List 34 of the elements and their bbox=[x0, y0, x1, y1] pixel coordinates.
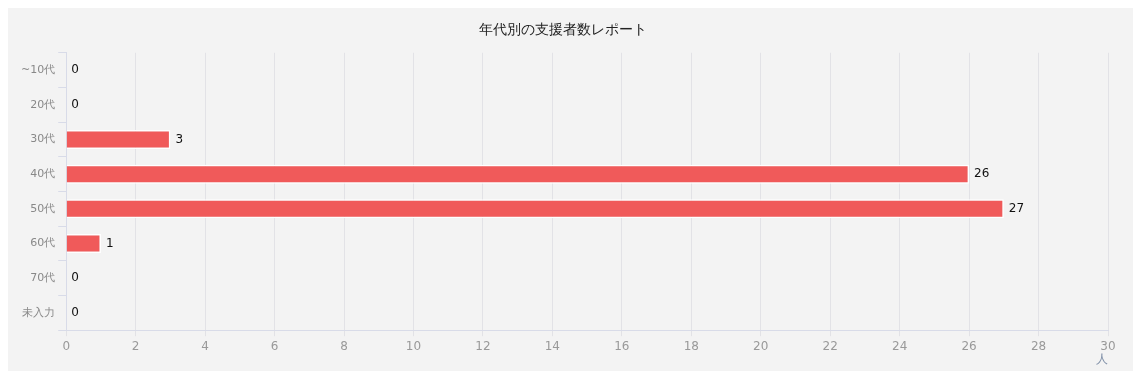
y-tick-label: 60代 bbox=[30, 236, 56, 250]
x-tick-label: 10 bbox=[405, 338, 422, 353]
x-tick-label: 12 bbox=[475, 338, 491, 353]
y-tick-label: 50代 bbox=[30, 201, 56, 215]
x-tick-label: 4 bbox=[201, 338, 209, 353]
data-label: 0 bbox=[71, 96, 79, 111]
y-tick-label: 未入力 bbox=[22, 305, 56, 319]
x-tick-label: 26 bbox=[961, 338, 977, 353]
y-tick-label: 40代 bbox=[30, 167, 56, 181]
chart-title: 年代別の支援者数レポート bbox=[479, 21, 647, 38]
data-label: 1 bbox=[105, 235, 114, 250]
x-tick-label: 14 bbox=[544, 338, 561, 353]
x-tick-label: 24 bbox=[892, 338, 908, 353]
x-tick-label: 22 bbox=[822, 338, 838, 353]
y-tick-label: ~10代 bbox=[21, 63, 56, 76]
x-tick-label: 8 bbox=[340, 338, 348, 353]
x-tick-label: 2 bbox=[131, 338, 140, 353]
x-tick-label: 28 bbox=[1030, 338, 1047, 353]
x-tick-label: 16 bbox=[614, 338, 630, 353]
x-tick-label: 18 bbox=[683, 338, 699, 353]
data-label: 0 bbox=[71, 270, 79, 285]
data-label: 26 bbox=[974, 166, 990, 181]
y-tick-label: 70代 bbox=[30, 271, 56, 285]
x-tick-label: 30 bbox=[1100, 338, 1116, 353]
y-tick-label: 30代 bbox=[30, 132, 56, 146]
x-axis-title: 人 bbox=[1096, 351, 1108, 366]
data-label: 0 bbox=[71, 62, 79, 77]
x-tick-label: 20 bbox=[753, 338, 769, 353]
data-label: 0 bbox=[71, 304, 79, 319]
x-tick-label: 0 bbox=[62, 338, 71, 353]
y-tick-label: 20代 bbox=[30, 97, 56, 111]
x-tick-label: 6 bbox=[270, 338, 279, 353]
data-label: 27 bbox=[1008, 200, 1025, 215]
data-label: 3 bbox=[175, 131, 184, 146]
